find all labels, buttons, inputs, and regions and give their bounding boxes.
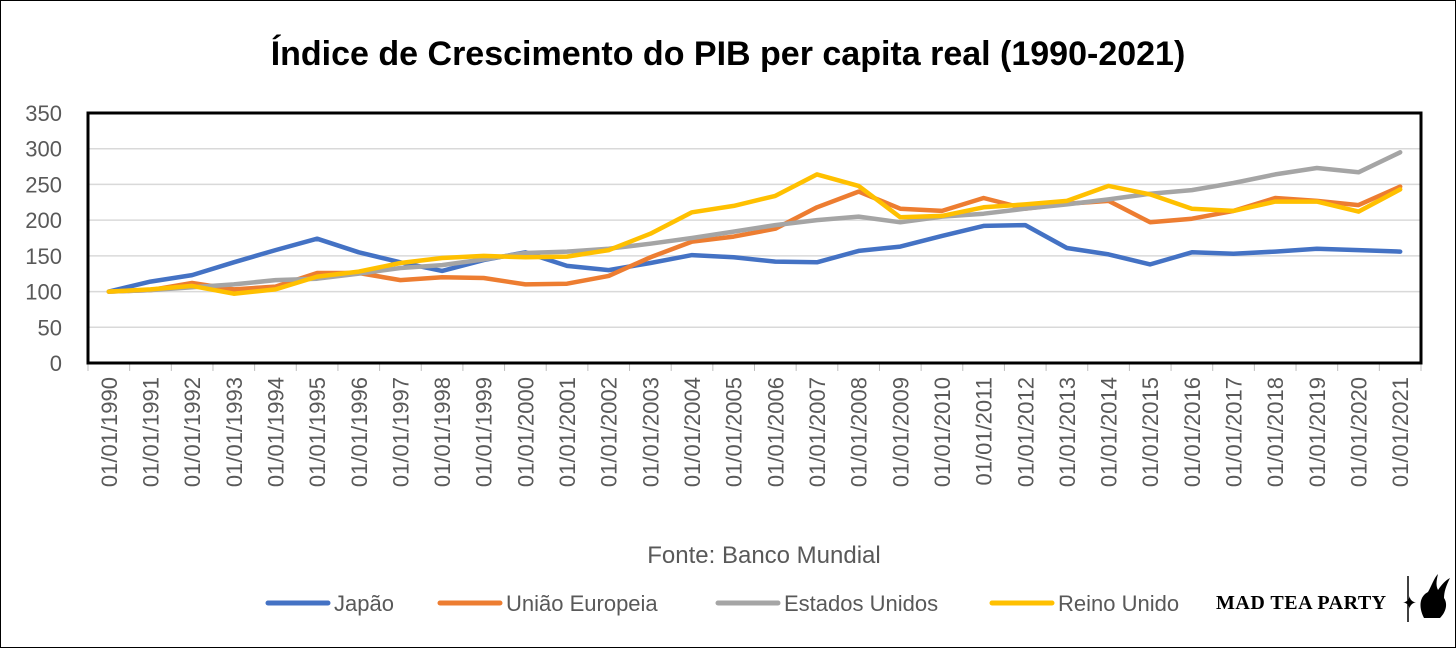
y-tick-label: 50 [38,315,62,340]
rabbit-icon [1420,574,1450,618]
x-tick-label: 01/01/2010 [930,377,955,487]
x-tick-label: 01/01/2018 [1263,377,1288,487]
x-tick-label: 01/01/2009 [888,377,913,487]
x-tick-label: 01/01/2012 [1013,377,1038,487]
plot-area-border [86,111,1423,365]
legend-label: Reino Unido [1058,591,1179,616]
x-tick-label: 01/01/1998 [430,377,455,487]
series-line [106,222,1403,294]
x-tick-label: 01/01/2020 [1347,377,1372,487]
x-tick-label: 01/01/2013 [1055,377,1080,487]
x-tick-label: 01/01/1993 [222,377,247,487]
y-tick-label: 200 [25,208,62,233]
legend-label: Estados Unidos [784,591,938,616]
legend-label: União Europeia [506,591,658,616]
x-tick-label: 01/01/1990 [97,377,122,487]
y-axis-ticks: 0 50 100 150 200 250 300 350 [25,101,62,376]
x-tick-label: 01/01/2014 [1097,377,1122,487]
x-tick-label: 01/01/1999 [472,377,497,487]
x-tick-label: 01/01/2001 [555,377,580,487]
x-tick-label: 01/01/2000 [513,377,538,487]
x-axis-ticks: 01/01/1990 01/01/1991 01/01/1992 01/01/1993… [87,363,1422,487]
legend: Japão União Europeia Estados Unidos Reino U… [265,591,1179,616]
source-label: Fonte: Banco Mundial [647,542,880,569]
y-tick-label: 100 [25,280,62,305]
x-tick-label: 01/01/2019 [1305,377,1330,487]
x-tick-label: 01/01/2002 [597,377,622,487]
x-tick-label: 01/01/2015 [1138,377,1163,487]
x-tick-label: 01/01/2017 [1222,377,1247,487]
legend-label: Japão [334,591,394,616]
x-tick-label: 01/01/2004 [680,377,705,487]
x-tick-label: 01/01/2006 [763,377,788,487]
series-lines [106,150,1403,296]
logo-star-icon: ✦ [1402,593,1417,614]
x-tick-label: 01/01/1995 [305,377,330,487]
y-tick-label: 0 [50,351,62,376]
series-line [106,150,1403,294]
x-tick-label: 01/01/1994 [263,377,288,487]
x-tick-label: 01/01/1997 [388,377,413,487]
y-tick-label: 250 [25,172,62,197]
x-tick-label: 01/01/1991 [138,377,163,487]
x-tick-label: 01/01/2003 [638,377,663,487]
logo-text: MAD TEA PARTY [1216,592,1387,614]
x-tick-label: 01/01/2005 [722,377,747,487]
x-tick-label: 01/01/2007 [805,377,830,487]
series-line [106,172,1403,296]
logo: MAD TEA PARTY ✦ [1216,574,1450,622]
y-tick-label: 150 [25,244,62,269]
y-tick-label: 300 [25,137,62,162]
series-line [106,184,1403,294]
x-tick-label: 01/01/2011 [972,377,997,485]
gridlines [88,147,1421,329]
chart-title: Índice de Crescimento do PIB per capita … [271,35,1186,73]
y-tick-label: 350 [25,101,62,126]
x-tick-label: 01/01/2016 [1180,377,1205,487]
x-tick-label: 01/01/1992 [180,377,205,487]
x-tick-label: 01/01/2021 [1388,377,1413,487]
x-tick-label: 01/01/2008 [847,377,872,487]
x-tick-label: 01/01/1996 [347,377,372,487]
